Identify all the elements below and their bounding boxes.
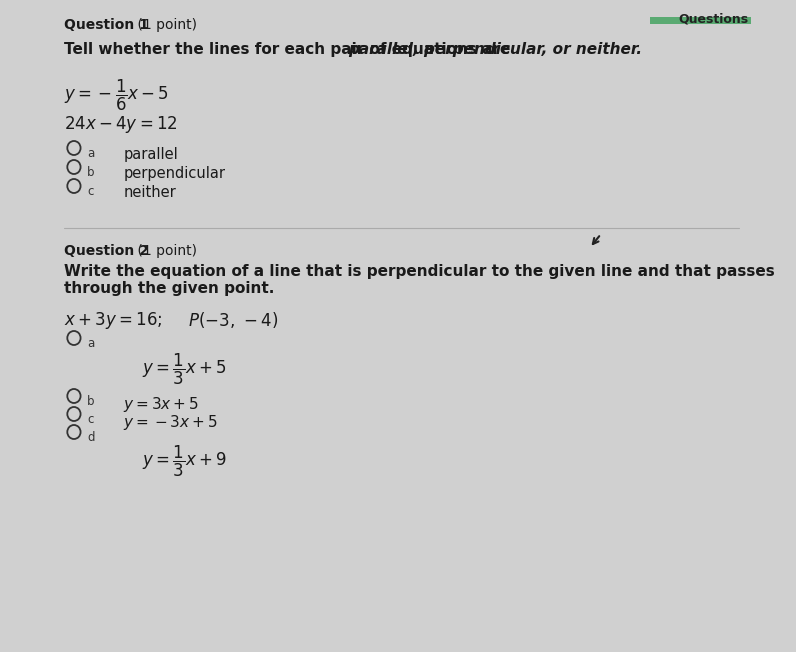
Bar <box>650 17 751 24</box>
Text: $x + 3y = 16;$: $x + 3y = 16;$ <box>64 310 163 331</box>
Text: parallel: parallel <box>123 147 178 162</box>
Text: $y = \dfrac{1}{3}x + 9$: $y = \dfrac{1}{3}x + 9$ <box>142 444 227 479</box>
Text: a: a <box>88 147 95 160</box>
Text: $y = -3x + 5$: $y = -3x + 5$ <box>123 413 218 432</box>
Text: $P(-3,\,-4)$: $P(-3,\,-4)$ <box>188 310 278 330</box>
Text: c: c <box>88 413 94 426</box>
Text: Write the equation of a line that is perpendicular to the given line and that pa: Write the equation of a line that is per… <box>64 264 775 297</box>
Text: neither: neither <box>123 185 176 200</box>
Text: c: c <box>88 185 94 198</box>
Text: Questions: Questions <box>679 12 749 25</box>
Text: d: d <box>88 431 95 444</box>
Text: $y = -\dfrac{1}{6}x - 5$: $y = -\dfrac{1}{6}x - 5$ <box>64 78 170 113</box>
Text: Question 2: Question 2 <box>64 244 150 258</box>
Text: (1 point): (1 point) <box>133 244 197 258</box>
Text: (1 point): (1 point) <box>133 18 197 32</box>
Text: $y = 3x + 5$: $y = 3x + 5$ <box>123 395 199 414</box>
Text: Tell whether the lines for each pair of equations are: Tell whether the lines for each pair of … <box>64 42 516 57</box>
Text: a: a <box>88 337 95 350</box>
Text: perpendicular: perpendicular <box>123 166 225 181</box>
Text: Question 1: Question 1 <box>64 18 150 32</box>
Text: $y = \dfrac{1}{3}x + 5$: $y = \dfrac{1}{3}x + 5$ <box>142 352 227 387</box>
Text: b: b <box>88 166 95 179</box>
Text: $24x - 4y = 12$: $24x - 4y = 12$ <box>64 114 178 135</box>
Text: b: b <box>88 395 95 408</box>
Text: parallel, perpendicular, or neither.: parallel, perpendicular, or neither. <box>349 42 642 57</box>
